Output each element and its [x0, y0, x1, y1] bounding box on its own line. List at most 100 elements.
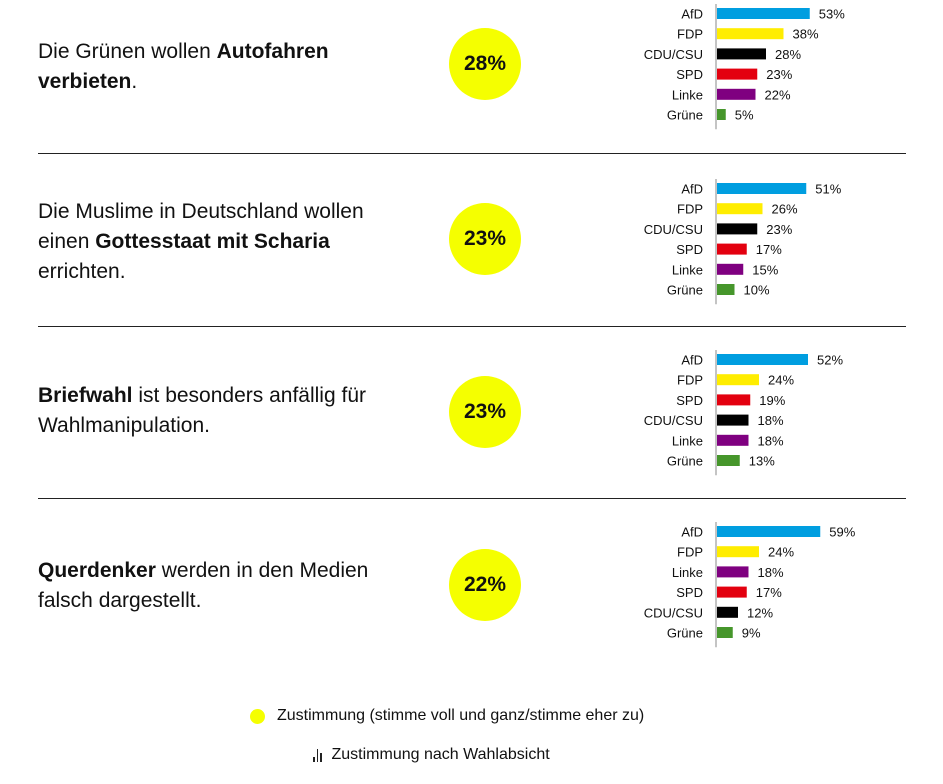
overall-agreement-circle: 28% — [449, 28, 521, 100]
statement-part: Die Grünen wollen — [38, 40, 217, 63]
party-label: SPD — [676, 242, 703, 257]
bar-grüne — [717, 109, 726, 120]
bar-value-label: 13% — [749, 454, 775, 469]
party-label: Grüne — [667, 108, 703, 123]
bar-value-label: 24% — [768, 373, 794, 388]
bar-value-label: 23% — [766, 222, 792, 237]
bar-linke — [717, 566, 749, 578]
overall-agreement-circle: 23% — [449, 203, 521, 275]
bar-value-label: 22% — [765, 87, 791, 102]
statement-bold-part: Briefwahl — [38, 384, 133, 407]
bar-value-label: 19% — [759, 393, 785, 408]
bar-value-label: 38% — [793, 27, 819, 42]
bar-value-label: 18% — [758, 413, 784, 428]
bar-value-label: 28% — [775, 47, 801, 62]
bar-chart-icon — [313, 748, 322, 762]
bar-afd — [717, 183, 807, 194]
bar-value-label: 15% — [752, 262, 778, 277]
party-bar-chart: AfD 53% FDP 38% CDU/CSU 28% SPD 23% Linke 22% Grün… — [644, 4, 845, 130]
statement-part: Die Muslime in Deutschland wollen einen — [38, 200, 364, 253]
bar-linke — [717, 263, 744, 275]
bar-spd — [717, 68, 758, 80]
section-divider — [38, 498, 906, 499]
bar-cducsu — [717, 48, 766, 60]
party-label: FDP — [677, 545, 703, 560]
statement-text: Querdenker werden in den Medien falsch d… — [38, 556, 398, 616]
party-bar-chart: AfD 59% FDP 24% Linke 18% SPD 17% CDU/CSU 12% Grün… — [644, 522, 856, 648]
party-label: Linke — [672, 433, 703, 448]
bar-linke — [717, 434, 749, 446]
bar-cducsu — [717, 606, 738, 618]
party-label: AfD — [681, 525, 703, 540]
bar-fdp — [717, 203, 763, 215]
bar-grüne — [717, 455, 740, 466]
bar-fdp — [717, 374, 759, 386]
statement-text: Die Muslime in Deutschland wollen einen … — [38, 197, 398, 287]
party-label: FDP — [677, 202, 703, 217]
party-label: Linke — [672, 262, 703, 277]
party-label: SPD — [676, 393, 703, 408]
legend-circle: Zustimmung (stimme voll und ganz/stimme … — [250, 707, 644, 725]
bar-value-label: 52% — [817, 353, 843, 368]
party-bar-chart: AfD 52% FDP 24% SPD 19% CDU/CSU 18% Linke 18% Grün… — [644, 350, 843, 476]
party-label: AfD — [681, 7, 703, 22]
bar-value-label: 24% — [768, 545, 794, 560]
party-label: Grüne — [667, 283, 703, 298]
statement-part: werden in den Medien falsch dargestellt. — [38, 559, 369, 612]
bar-value-label: 12% — [747, 605, 773, 620]
bar-value-label: 51% — [815, 182, 841, 197]
bar-value-label: 18% — [758, 565, 784, 580]
bar-spd — [717, 243, 747, 255]
party-bar-chart: AfD 51% FDP 26% CDU/CSU 23% SPD 17% Linke 15% Grün… — [644, 179, 842, 305]
statement-text: Briefwahl ist besonders anfällig für Wah… — [38, 381, 398, 441]
bar-value-label: 17% — [756, 585, 782, 600]
bar-spd — [717, 586, 747, 598]
party-label: CDU/CSU — [644, 605, 703, 620]
statement-bold-part: Autofahren verbieten — [38, 40, 329, 93]
party-label: FDP — [677, 27, 703, 42]
legend-bars-label: Zustimmung nach Wahlabsicht — [331, 746, 550, 763]
bar-value-label: 18% — [758, 433, 784, 448]
bar-value-label: 5% — [735, 108, 754, 123]
party-label: Grüne — [667, 454, 703, 469]
statement-text: Die Grünen wollen Autofahren verbieten. — [38, 37, 398, 97]
bar-afd — [717, 354, 808, 365]
bar-fdp — [717, 546, 759, 558]
party-label: AfD — [681, 182, 703, 197]
party-label: Linke — [672, 565, 703, 580]
bar-value-label: 26% — [772, 202, 798, 217]
party-label: SPD — [676, 585, 703, 600]
bar-afd — [717, 8, 810, 19]
bar-value-label: 10% — [744, 283, 770, 298]
party-label: SPD — [676, 67, 703, 82]
party-label: CDU/CSU — [644, 413, 703, 428]
statement-bold-part: Querdenker — [38, 559, 156, 582]
bar-grüne — [717, 627, 733, 638]
statement-part: . — [131, 70, 138, 93]
overall-agreement-circle: 23% — [449, 376, 521, 448]
party-label: CDU/CSU — [644, 222, 703, 237]
party-label: AfD — [681, 353, 703, 368]
party-label: FDP — [677, 373, 703, 388]
bar-value-label: 23% — [766, 67, 792, 82]
section-divider — [38, 153, 906, 154]
bar-fdp — [717, 28, 784, 40]
party-label: CDU/CSU — [644, 47, 703, 62]
bar-spd — [717, 394, 751, 406]
bar-grüne — [717, 284, 735, 295]
bar-value-label: 53% — [819, 7, 845, 22]
party-label: Grüne — [667, 626, 703, 641]
party-label: Linke — [672, 87, 703, 102]
statement-part: errichten. — [38, 260, 126, 283]
legend-bars: Zustimmung nach Wahlabsicht — [313, 746, 550, 764]
bar-cducsu — [717, 414, 749, 426]
bar-afd — [717, 526, 821, 537]
statement-bold-part: Gottesstaat mit Scharia — [95, 230, 330, 253]
legend-circle-label: Zustimmung (stimme voll und ganz/stimme … — [277, 707, 645, 724]
yellow-dot-icon — [250, 708, 265, 724]
overall-agreement-circle: 22% — [449, 549, 521, 621]
bar-value-label: 9% — [742, 626, 761, 641]
bar-value-label: 59% — [829, 525, 855, 540]
section-divider — [38, 326, 906, 327]
statement-part: ist besonders anfällig für Wahlmanipulat… — [38, 384, 366, 437]
